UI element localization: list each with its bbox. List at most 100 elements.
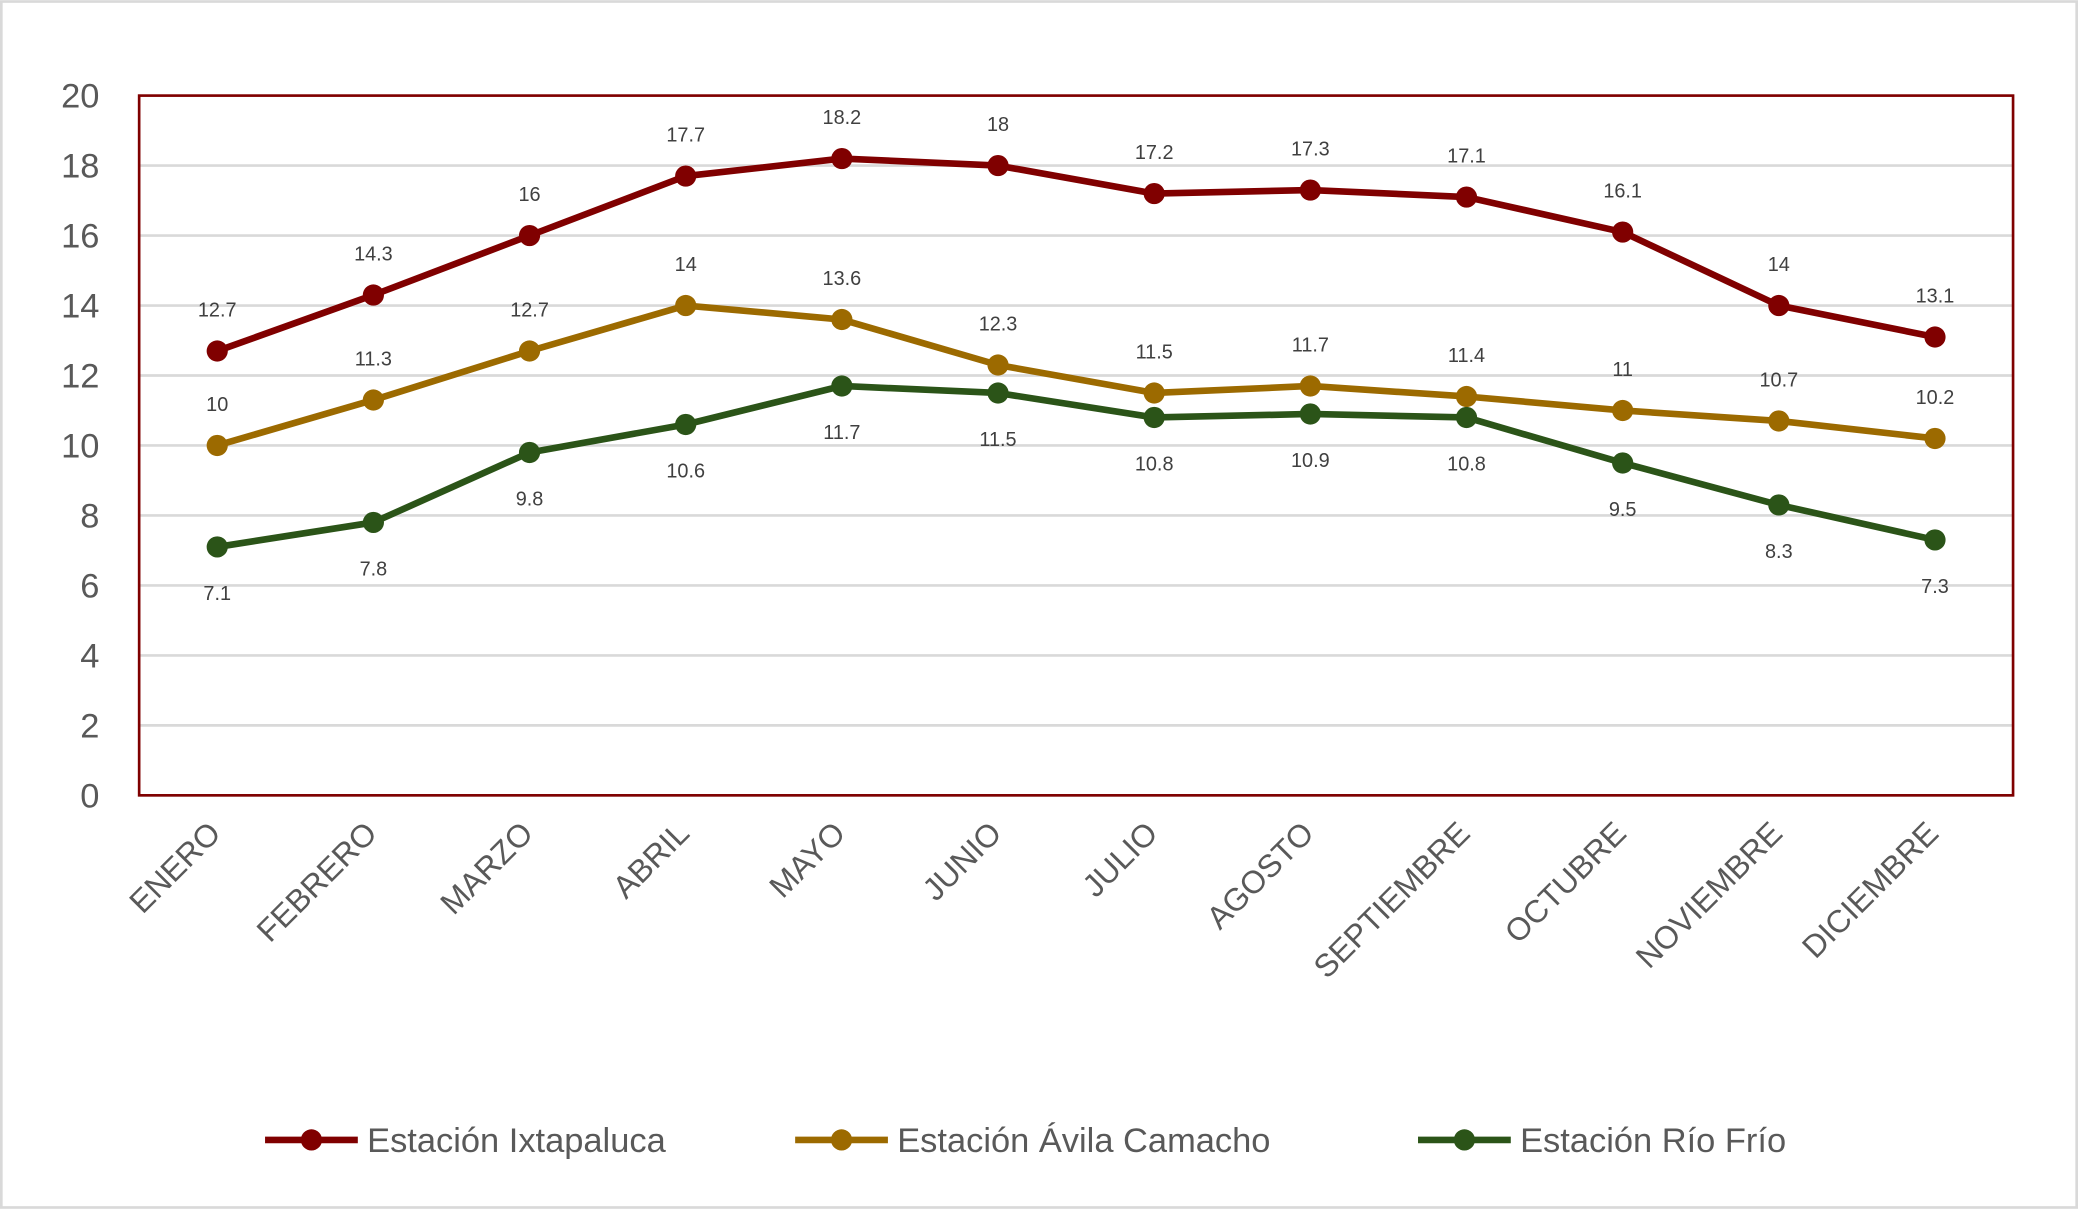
data-point: [675, 294, 697, 317]
y-tick-label: 12: [61, 357, 99, 395]
data-point: [362, 284, 384, 306]
series-group: 12.7 14.3 16 17.7 18.2 18 17.2 17.3 17.1 16.1 14 13…: [198, 107, 1954, 605]
y-tick-label: 6: [80, 567, 99, 605]
data-point: [1612, 399, 1634, 422]
data-label: 17.1: [1447, 146, 1486, 168]
y-tick-label: 10: [61, 427, 99, 465]
data-point: [1768, 494, 1790, 516]
data-label: 11.5: [979, 429, 1016, 451]
legend-item-3: Estación Río Frío: [1418, 1122, 1786, 1160]
y-tick-label: 8: [80, 497, 99, 535]
data-point: [206, 536, 228, 558]
data-point: [1299, 403, 1321, 425]
data-point: [675, 413, 697, 436]
data-point: [987, 382, 1009, 404]
data-label: 11.7: [1292, 335, 1329, 357]
data-point: [831, 308, 853, 331]
data-point: [1143, 406, 1165, 429]
data-label: 17.7: [666, 125, 705, 147]
data-label: 11.3: [355, 349, 392, 371]
data-point: [1924, 427, 1946, 450]
data-label: 7.8: [360, 558, 388, 580]
data-label: 10.6: [666, 460, 705, 482]
data-point: [1768, 294, 1790, 317]
y-tick-label: 20: [61, 78, 99, 116]
series-line: [216, 382, 1936, 551]
data-label: 10.8: [1447, 453, 1486, 475]
data-label: 11.5: [1136, 342, 1173, 364]
data-label: 9.5: [1609, 499, 1637, 521]
data-label: 12.3: [979, 314, 1018, 336]
data-label: 17.2: [1135, 142, 1174, 164]
data-label: 17.3: [1291, 139, 1330, 161]
data-point: [987, 154, 1009, 177]
data-point: [1299, 179, 1321, 201]
y-tick-label: 18: [61, 148, 99, 186]
data-point: [1455, 385, 1478, 408]
series-line: [216, 155, 1936, 355]
data-label: 16.1: [1603, 181, 1642, 203]
data-point: [831, 375, 853, 397]
data-label: 12.7: [198, 300, 237, 322]
data-point: [518, 441, 541, 464]
series-1: 12.7 14.3 16 17.7 18.2 18 17.2 17.3 17.1 16.1 14 13…: [198, 107, 1955, 362]
data-point: [1299, 375, 1321, 397]
legend-item-2: Estación Ávila Camacho: [795, 1121, 1270, 1160]
data-label: 13.1: [1916, 286, 1955, 308]
data-label: 9.8: [516, 488, 544, 510]
legend-label: Estación Ávila Camacho: [897, 1121, 1270, 1160]
data-label: 8.3: [1765, 541, 1793, 563]
y-tick-label: 14: [61, 287, 99, 325]
data-point: [518, 340, 541, 362]
data-label: 11: [1612, 359, 1633, 381]
data-point: [362, 511, 384, 534]
data-point: [1143, 182, 1165, 205]
data-label: 7.3: [1921, 576, 1949, 598]
legend-marker-icon: [830, 1129, 853, 1151]
data-label: 14: [1768, 254, 1790, 276]
y-tick-label: 4: [80, 637, 99, 675]
data-point: [831, 147, 853, 170]
data-label: 12.7: [510, 300, 549, 322]
y-axis: 0 2 4 6 8 10 12 14 16 18 20: [61, 78, 99, 816]
data-point: [1768, 410, 1790, 432]
data-label: 10.2: [1916, 387, 1955, 409]
data-label: 14.3: [354, 244, 393, 266]
data-point: [1924, 529, 1946, 551]
data-label: 10: [206, 394, 228, 416]
series-3: 7.1 7.8 9.8 10.6 11.7 11.5 10.8 10.9 10.8 9.5 8.3 7…: [203, 375, 1949, 605]
data-label: 13.6: [823, 268, 862, 290]
data-point: [518, 224, 541, 247]
legend-marker-icon: [300, 1129, 323, 1151]
y-tick-label: 0: [80, 777, 99, 815]
data-label: 14: [675, 254, 697, 276]
data-point: [987, 354, 1009, 376]
legend-item-1: Estación Ixtapaluca: [265, 1122, 667, 1160]
data-point: [675, 165, 697, 187]
data-point: [1612, 221, 1634, 243]
y-tick-label: 16: [61, 217, 99, 255]
data-label: 10.7: [1759, 370, 1798, 392]
series-line: [216, 302, 1936, 449]
data-label: 18: [987, 114, 1009, 136]
data-label: 11.7: [823, 422, 860, 444]
data-label: 10.9: [1291, 450, 1330, 472]
data-point: [1455, 406, 1478, 429]
legend: Estación Ixtapaluca Estación Ávila Camach…: [265, 1121, 1786, 1160]
data-point: [1924, 326, 1946, 348]
legend-label: Estación Ixtapaluca: [367, 1122, 666, 1160]
legend-marker-icon: [1453, 1129, 1476, 1151]
legend-label: Estación Río Frío: [1520, 1122, 1786, 1160]
data-point: [206, 340, 228, 362]
data-point: [1455, 186, 1478, 208]
data-point: [1143, 382, 1165, 404]
series-2: 10 11.3 12.7 14 13.6 12.3 11.5 11.7 11.4 11 10.7 10…: [206, 254, 1955, 457]
data-point: [362, 389, 384, 411]
data-label: 11.4: [1448, 345, 1485, 367]
data-label: 18.2: [823, 107, 862, 129]
data-point: [1612, 452, 1634, 474]
data-label: 16: [519, 184, 541, 206]
data-label: 7.1: [203, 583, 231, 605]
